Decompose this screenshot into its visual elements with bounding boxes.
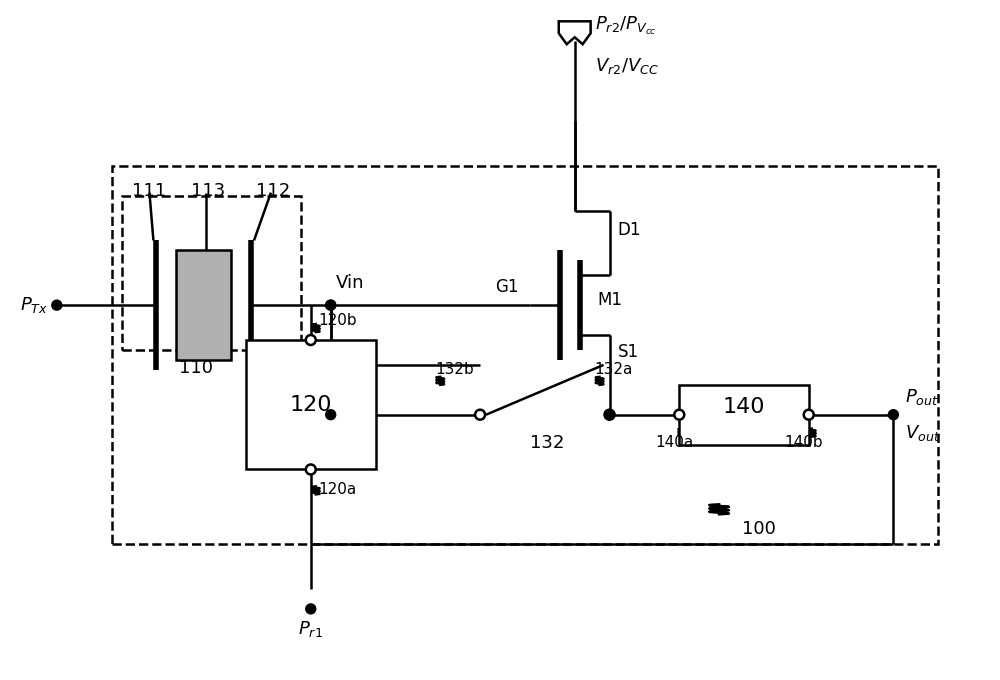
Text: $V_{out}$: $V_{out}$: [905, 423, 941, 443]
Circle shape: [475, 410, 485, 420]
Text: $P_{r1}$: $P_{r1}$: [298, 619, 323, 639]
Circle shape: [326, 300, 336, 310]
Bar: [122, 196, 301, 350]
Text: $P_{out}$: $P_{out}$: [905, 387, 939, 407]
Circle shape: [674, 410, 684, 420]
Text: $P_{r2}/P_{V_{cc}}$: $P_{r2}/P_{V_{cc}}$: [595, 15, 656, 37]
Text: Vin: Vin: [336, 274, 364, 292]
Circle shape: [306, 604, 316, 614]
Circle shape: [326, 410, 336, 420]
Text: $V_{r2}/V_{CC}$: $V_{r2}/V_{CC}$: [595, 56, 659, 76]
Circle shape: [306, 464, 316, 475]
Circle shape: [605, 410, 615, 420]
Text: S1: S1: [618, 343, 639, 361]
Text: 140: 140: [723, 396, 765, 417]
Text: 132: 132: [530, 434, 564, 452]
Text: 100: 100: [742, 520, 776, 539]
Text: 113: 113: [191, 182, 226, 200]
Text: 110: 110: [179, 359, 213, 377]
Circle shape: [888, 410, 898, 420]
Circle shape: [605, 410, 615, 420]
Polygon shape: [559, 21, 591, 44]
Bar: [176, 250, 231, 360]
Bar: [679, 385, 809, 445]
Text: 132a: 132a: [595, 362, 633, 377]
Text: 111: 111: [132, 182, 166, 200]
Text: M1: M1: [598, 291, 623, 309]
Text: $P_{Tx}$: $P_{Tx}$: [20, 295, 48, 315]
Text: G1: G1: [495, 278, 519, 296]
Text: 140a: 140a: [655, 435, 693, 450]
Text: 132b: 132b: [435, 362, 474, 377]
Text: 120b: 120b: [319, 313, 357, 328]
Text: 140b: 140b: [784, 435, 823, 450]
Circle shape: [804, 410, 814, 420]
Circle shape: [326, 300, 336, 310]
Circle shape: [52, 300, 62, 310]
Bar: [112, 166, 938, 544]
Text: 112: 112: [256, 182, 290, 200]
Text: D1: D1: [618, 222, 641, 239]
Text: 120a: 120a: [319, 482, 357, 497]
Circle shape: [306, 335, 316, 345]
Text: 120: 120: [290, 394, 332, 415]
Bar: [246, 340, 376, 469]
